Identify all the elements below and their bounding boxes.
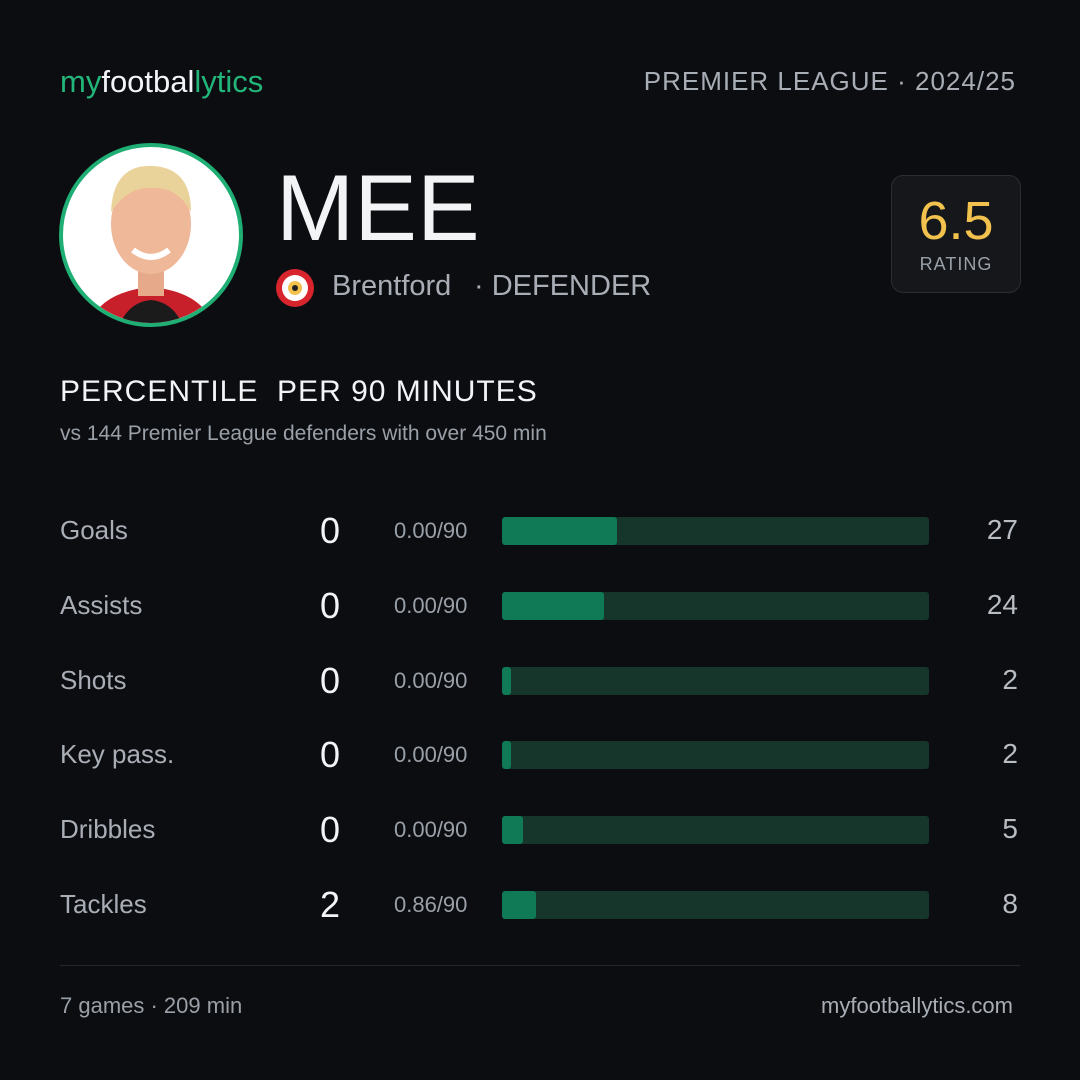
stat-total: 0 — [319, 809, 341, 851]
stat-percentile: 2 — [1002, 663, 1018, 695]
stat-per90: 0.00/90 — [394, 667, 468, 693]
bar — [502, 891, 537, 919]
club: Brentford — [332, 270, 452, 302]
stat-total: 2 — [319, 884, 341, 925]
rating-box: 6.5 RATING — [891, 175, 1021, 293]
stat-total: 0 — [319, 584, 341, 626]
stat-label: Shots — [60, 664, 127, 695]
section-subtitle: vs 144 Premier League defenders with ove… — [60, 422, 547, 445]
footer-site: myfootballytics.com — [821, 993, 1013, 1018]
stat-label: Tackles — [60, 889, 147, 919]
stat-label: Assists — [60, 589, 143, 620]
stat-label: Dribbles — [60, 814, 156, 845]
bar-track — [502, 891, 929, 919]
league: PREMIER LEAGUE · 2024/25 — [643, 66, 1016, 96]
bar-track — [502, 517, 929, 545]
footer-summary: 7 games · 209 min — [60, 993, 243, 1018]
brand-part: lytics — [194, 64, 264, 99]
bar-track — [502, 666, 929, 695]
brand-part: footbal — [101, 64, 195, 99]
rating: 6.5 — [918, 191, 994, 251]
stat-percentile: 2 — [1002, 738, 1018, 770]
stat-percentile: 27 — [986, 514, 1018, 545]
brand-part: my — [60, 64, 102, 99]
bar — [502, 666, 511, 695]
stat-percentile: 24 — [986, 588, 1018, 620]
brand: myfootballytics — [60, 64, 263, 100]
rating-label: RATING — [919, 254, 993, 274]
bar-track — [502, 816, 929, 845]
bar — [502, 591, 605, 620]
stat-per90: 0.86/90 — [394, 892, 468, 917]
section-title: PERCENTILE PER 90 MINUTES — [60, 375, 538, 408]
stat-total: 0 — [319, 659, 341, 701]
stat-label: Goals — [60, 515, 128, 545]
position: · DEFENDER — [474, 270, 652, 302]
stat-percentile: 5 — [1002, 813, 1018, 845]
stat-percentile: 8 — [1002, 888, 1018, 919]
stat-total: 0 — [319, 734, 341, 776]
player-photo — [59, 143, 243, 327]
stat-label: Key pass. — [60, 739, 175, 770]
stat-per90: 0.00/90 — [394, 592, 468, 618]
bar-track — [502, 741, 929, 770]
bar — [502, 741, 511, 770]
bar-track — [502, 591, 929, 620]
player-name: MEE — [276, 155, 480, 260]
club-badge — [276, 269, 314, 307]
bar — [502, 517, 618, 545]
bar — [502, 816, 524, 845]
divider — [60, 965, 1020, 966]
stat-total: 0 — [319, 510, 341, 551]
stat-per90: 0.00/90 — [394, 518, 468, 543]
stat-per90: 0.00/90 — [394, 817, 468, 843]
stat-per90: 0.00/90 — [394, 742, 468, 768]
